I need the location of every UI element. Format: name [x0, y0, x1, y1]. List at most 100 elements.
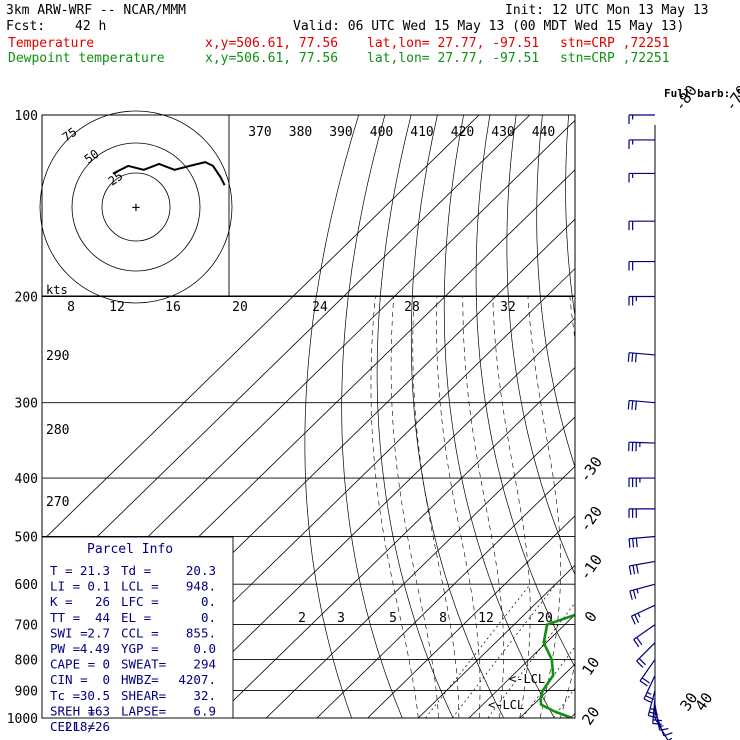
pressure-tick-label: 100: [15, 109, 38, 124]
wind-barb-flag: [643, 698, 653, 704]
dry-adiabat-line: [647, 115, 740, 731]
parcel-cell: 0: [102, 657, 110, 672]
wind-barb-flag: [635, 564, 639, 574]
wind-barb-flag: [649, 711, 659, 715]
pressure-tick-label: 300: [15, 397, 38, 412]
wind-barb-flag: [649, 707, 655, 711]
wind-barb-flag: [636, 660, 644, 668]
parcel-cell: 0.0: [193, 641, 216, 656]
parcel-cell: 2.7: [87, 625, 110, 640]
pressure-tick-label: 700: [15, 619, 38, 634]
parcel-cell: LCL =: [121, 579, 159, 594]
isotherm-label: 10: [578, 654, 603, 679]
moist-adiabat-line: [662, 297, 740, 719]
temp-station: stn=CRP ,72251: [560, 36, 670, 51]
hodo-axis-label: 12: [109, 300, 125, 315]
wind-barb-flag: [641, 677, 650, 684]
parcel-cell: T =: [50, 563, 73, 578]
parcel-cell: Td =: [121, 563, 151, 578]
parcel-cell: YGP =: [121, 641, 159, 656]
isotherm-label: -30: [576, 453, 606, 486]
parcel-cell: HWBZ=: [121, 672, 159, 687]
parcel-cell: TT =: [50, 610, 80, 625]
isotherm-line: [215, 366, 575, 718]
parcel-cell: LFC =: [121, 594, 159, 609]
parcel-cell: 0.: [201, 594, 216, 609]
wind-barb-flag: [639, 680, 648, 687]
hodo-ring-label: 75: [60, 125, 80, 145]
parcel-cell: SREH =: [50, 703, 95, 718]
wind-barb-flag: [630, 615, 636, 625]
dry-adiabat-line: [536, 115, 575, 469]
dewpoint-line: [539, 613, 575, 718]
wind-barb-flag: [652, 719, 663, 722]
wind-barb-flag: [648, 714, 658, 719]
pressure-tick-label: 500: [15, 530, 38, 545]
legend-temperature: Temperature: [8, 36, 95, 51]
parcel-cell: 30.5: [80, 688, 110, 703]
parcel-cell: K =: [50, 594, 73, 609]
wind-barb-flag: [652, 722, 662, 725]
mixing-ratio-line: [594, 584, 689, 718]
parcel-cell: SWEAT=: [121, 657, 166, 672]
parcel-cell: 948.: [186, 579, 216, 594]
wind-barb-flag: [627, 352, 630, 362]
pressure-tick-label: 800: [15, 654, 38, 669]
wind-barb-flag: [646, 691, 652, 695]
isotherm-label: 0: [581, 608, 601, 626]
moist-adiabat-line: [492, 296, 531, 718]
dry-adiabat-line: [376, 115, 454, 718]
header-fcst-value: 42 h: [75, 19, 107, 34]
wind-barb-flag: [631, 352, 634, 363]
dry-adiabat-label: 380: [289, 125, 312, 140]
mixing-ratio-label: 3: [337, 611, 345, 626]
wind-barb-flag: [667, 737, 673, 740]
wind-barb-flag: [629, 590, 633, 600]
parcel-cell: 0.1: [87, 579, 110, 594]
isotherm-line: [42, 115, 480, 542]
parcel-cell: 20.3: [186, 563, 216, 578]
hodo-axis-label: 32: [500, 300, 516, 315]
dry-adiabat-left-label: 280: [46, 423, 69, 438]
moist-adiabat-line: [412, 296, 460, 718]
mixing-ratio-label: 12: [478, 611, 494, 626]
dry-adiabat-line: [594, 115, 740, 731]
dry-adiabat-left-label: 290: [46, 349, 69, 364]
wind-barb-staff: [643, 675, 656, 700]
dry-adiabat-line: [700, 115, 740, 731]
mixing-ratio-label: 8: [439, 611, 447, 626]
wind-barb-staff: [652, 697, 656, 724]
wind-barb-flag: [634, 401, 637, 411]
isotherm-line: [723, 115, 740, 718]
hodograph-trace: [112, 161, 226, 186]
pressure-tick-label: 1000: [7, 712, 38, 727]
wind-barb-flag: [658, 725, 664, 728]
wind-barb-flag: [628, 565, 632, 575]
mixing-ratio-label: 5: [389, 611, 397, 626]
wind-barb-staff: [629, 535, 656, 540]
header-fcst-label: Fcst:: [6, 19, 46, 34]
parcel-cell: LAPSE=: [121, 703, 166, 718]
dry-adiabat-label: 400: [370, 125, 393, 140]
hodo-axis-label: 28: [404, 300, 420, 315]
moist-adiabat-line: [621, 297, 740, 719]
wind-barb-flag: [659, 728, 669, 731]
isotherm-line: [468, 614, 575, 718]
isotherm-line: [621, 115, 740, 718]
moist-adiabat-line: [436, 296, 481, 718]
wind-barb-flag: [632, 565, 636, 575]
hodo-axis-label: 8: [67, 300, 75, 315]
parcel-cell: PW =: [50, 641, 80, 656]
lcl-label: <-LCL: [509, 672, 545, 686]
moist-adiabat-line: [560, 296, 575, 718]
wind-barb-flag: [628, 538, 631, 548]
mixing-ratio-line: [553, 687, 575, 718]
wind-key-label: Full barb: 5 m s: [664, 87, 740, 100]
dry-adiabat-left-label: 270: [46, 495, 69, 510]
wind-barb-flag: [631, 400, 634, 410]
lcl-label-lower: <-LCL: [488, 698, 524, 712]
hodo-ring-label: 25: [106, 169, 126, 189]
dry-adiabat-label: 420: [451, 125, 474, 140]
pressure-tick-label: 900: [15, 684, 38, 699]
dry-adiabat-label: 410: [410, 125, 433, 140]
